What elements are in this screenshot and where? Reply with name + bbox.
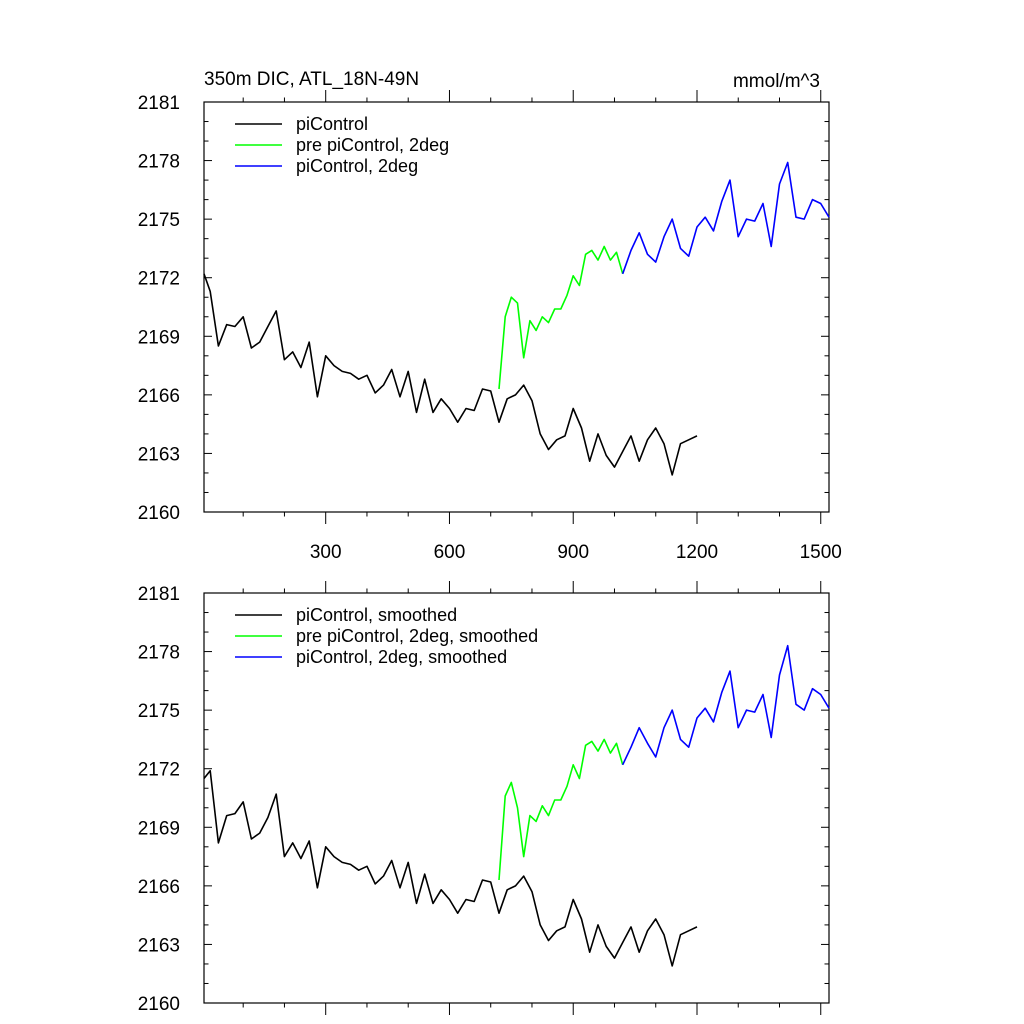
axis-ticks: 2160 2163 2166 2169 2172 2175 2178 2181 300 600 90… <box>138 90 842 563</box>
legend-label: pre piControl, 2deg <box>296 135 449 155</box>
x-tick-label: 1500 <box>800 542 842 563</box>
series-line-1 <box>498 738 624 881</box>
legend-label: piControl <box>296 114 368 134</box>
y-tick-label: 2163 <box>138 935 180 956</box>
series-line-1 <box>498 245 624 390</box>
y-tick-label: 2172 <box>138 269 180 290</box>
y-tick-label: 2175 <box>138 210 180 231</box>
top-panel: 350m DIC, ATL_18N-49N mmol/m^3 216021632… <box>138 69 842 563</box>
y-tick-label: 2160 <box>138 994 180 1015</box>
series-lines <box>203 161 830 476</box>
series-line-0 <box>203 273 698 476</box>
chart-title: 350m DIC, ATL_18N-49N <box>204 69 419 90</box>
y-tick-label: 2166 <box>138 877 180 898</box>
series-lines <box>203 644 830 967</box>
x-tick-label: 600 <box>434 542 466 563</box>
x-tick-label: 900 <box>557 542 589 563</box>
x-tick-label: 300 <box>310 542 342 563</box>
y-tick-label: 2175 <box>138 701 180 722</box>
y-tick-label: 2172 <box>138 760 180 781</box>
y-tick-label: 2178 <box>138 643 180 664</box>
y-tick-label: 2169 <box>138 327 180 348</box>
y-tick-label: 2181 <box>138 584 180 605</box>
y-tick-label: 2169 <box>138 818 180 839</box>
y-tick-label: 2166 <box>138 386 180 407</box>
units-label: mmol/m^3 <box>733 71 820 92</box>
x-tick-label: 1200 <box>676 542 718 563</box>
y-tick-label: 2160 <box>138 503 180 524</box>
legend-label: piControl, 2deg <box>296 156 418 176</box>
y-tick-label: 2181 <box>138 93 180 114</box>
plot-frame <box>203 101 830 513</box>
axis-ticks: 2160 2163 2166 2169 2172 2175 2178 2181 <box>138 581 829 1015</box>
legend-label: piControl, smoothed <box>296 605 457 625</box>
legend-label: piControl, 2deg, smoothed <box>296 647 507 667</box>
series-line-2 <box>621 161 830 275</box>
series-line-0 <box>203 769 698 967</box>
legend-label: pre piControl, 2deg, smoothed <box>296 626 538 646</box>
bottom-panel: 2160 2163 2166 2169 2172 2175 2178 2181 piContr… <box>138 581 830 1015</box>
plot-frame <box>203 592 830 1004</box>
y-tick-label: 2178 <box>138 152 180 173</box>
y-tick-label: 2163 <box>138 444 180 465</box>
series-line-2 <box>621 644 830 766</box>
